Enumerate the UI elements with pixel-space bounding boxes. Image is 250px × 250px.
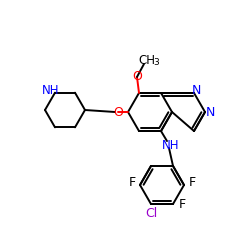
Text: N: N	[191, 84, 201, 98]
Text: O: O	[132, 70, 142, 84]
Text: O: O	[113, 106, 123, 118]
Text: CH: CH	[138, 54, 156, 68]
Text: NH: NH	[42, 84, 60, 97]
Text: Cl: Cl	[145, 206, 157, 220]
Text: F: F	[178, 198, 186, 210]
Text: F: F	[128, 176, 136, 190]
Text: F: F	[188, 176, 196, 188]
Text: N: N	[205, 106, 215, 118]
Text: NH: NH	[162, 138, 180, 151]
Text: 3: 3	[153, 58, 159, 68]
